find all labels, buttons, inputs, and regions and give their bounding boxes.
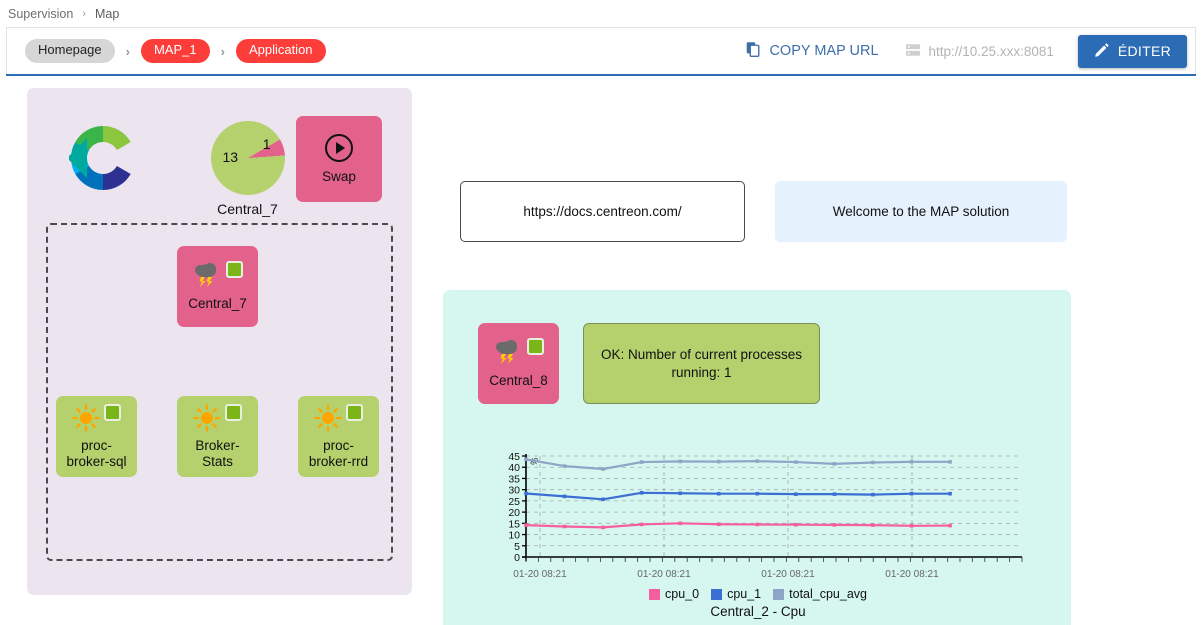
legend-item-cpu1: cpu_1 <box>711 587 761 601</box>
status-square-ok <box>226 261 243 279</box>
chevron-right-icon: › <box>125 43 130 59</box>
svg-text:45: 45 <box>508 451 520 463</box>
sun-icon <box>193 404 221 436</box>
breadcrumb-section[interactable]: Supervision <box>8 6 74 21</box>
legend-swatch <box>773 588 785 600</box>
svg-text:35: 35 <box>508 473 520 485</box>
edit-button-label: ÉDITER <box>1117 43 1171 59</box>
legend-label: cpu_1 <box>727 587 762 601</box>
centreon-logo-icon <box>66 122 140 194</box>
sun-icon <box>314 404 342 436</box>
node-icons <box>193 403 242 436</box>
copy-map-url-label: COPY MAP URL <box>769 43 879 59</box>
legend-label: cpu_0 <box>665 587 700 601</box>
node-label: proc-broker-sql <box>66 438 127 469</box>
map-canvas: 13 1 Central_7 Swap <box>0 76 1202 625</box>
pencil-icon <box>1094 42 1110 61</box>
header-underline <box>6 74 1196 76</box>
pie-ok-count: 13 <box>222 149 239 165</box>
map-header-bar: Homepage › MAP_1 › Application COPY MAP … <box>6 27 1196 74</box>
chart-legend: cpu_0 cpu_1 total_cpu_avg <box>488 587 1028 601</box>
status-square-ok <box>527 338 544 356</box>
cpu-chart-widget[interactable]: 0 5 10 15 20 25 30 35 40 45% 01-20 08:21 01-20 08:2… <box>488 450 1028 625</box>
svg-text:01-20 08:21: 01-20 08:21 <box>885 569 939 580</box>
svg-text:20: 20 <box>508 507 520 519</box>
app-breadcrumb: Supervision › Map <box>0 0 1202 27</box>
node-label: Central_8 <box>489 373 548 388</box>
storm-cloud-icon <box>192 261 222 293</box>
svg-text:30: 30 <box>508 485 520 497</box>
legend-item-cpu0: cpu_0 <box>649 587 699 601</box>
node-icons <box>192 261 243 293</box>
service-output-text: OK: Number of current processes running:… <box>600 346 803 380</box>
copy-map-url-button[interactable]: COPY MAP URL <box>745 41 879 62</box>
play-icon <box>325 133 353 162</box>
host-node-central7[interactable]: Central_7 <box>177 246 258 327</box>
status-square-ok <box>225 403 242 421</box>
svg-text:10: 10 <box>508 530 520 542</box>
node-icons <box>72 403 121 436</box>
status-square-ok <box>346 403 363 421</box>
node-label: proc-broker-rrd <box>308 438 369 469</box>
svg-text:01-20 08:21: 01-20 08:21 <box>761 569 815 580</box>
svg-text:5: 5 <box>514 541 520 553</box>
host-node-central8[interactable]: Central_8 <box>478 323 559 404</box>
breadcrumb-chip-homepage[interactable]: Homepage <box>25 39 115 63</box>
map-breadcrumb-chips: Homepage › MAP_1 › Application <box>25 39 745 63</box>
swap-action-node[interactable]: Swap <box>296 116 382 202</box>
swap-node-label: Swap <box>322 168 356 184</box>
service-output-card[interactable]: OK: Number of current processes running:… <box>583 323 820 404</box>
chevron-right-icon: › <box>220 43 225 59</box>
pie-label: Central_7 <box>217 201 278 217</box>
svg-text:01-20 08:21: 01-20 08:21 <box>513 569 567 580</box>
breadcrumb-page[interactable]: Map <box>95 6 120 21</box>
svg-text:25: 25 <box>508 496 520 508</box>
legend-swatch <box>711 588 723 600</box>
status-square-ok <box>104 403 121 421</box>
left-container-panel[interactable]: 13 1 Central_7 Swap <box>27 88 412 595</box>
breadcrumb-chip-application[interactable]: Application <box>235 39 326 63</box>
pie-critical-count: 1 <box>262 136 271 152</box>
service-node-broker-stats[interactable]: Broker-Stats <box>177 396 258 477</box>
copy-icon <box>745 41 762 62</box>
svg-text:01-20 08:21: 01-20 08:21 <box>637 569 691 580</box>
sun-icon <box>72 404 100 436</box>
breadcrumb-chip-map1[interactable]: MAP_1 <box>140 39 210 63</box>
server-icon <box>905 42 921 61</box>
storm-cloud-icon <box>493 338 523 370</box>
chart-title: Central_2 - Cpu <box>710 604 806 619</box>
welcome-card[interactable]: Welcome to the MAP solution <box>775 181 1067 242</box>
doc-url-text: https://docs.centreon.com/ <box>523 204 682 219</box>
welcome-text: Welcome to the MAP solution <box>832 204 1010 219</box>
service-node-proc-broker-rrd[interactable]: proc-broker-rrd <box>298 396 379 477</box>
header-actions: COPY MAP URL http://10.25.xxx:8081 É <box>745 34 1187 68</box>
legend-label: total_cpu_avg <box>789 587 867 601</box>
status-pie-widget[interactable]: 13 1 Central_7 <box>185 121 310 217</box>
legend-swatch <box>649 588 661 600</box>
node-label: Broker-Stats <box>195 438 240 469</box>
svg-text:15: 15 <box>508 518 520 530</box>
doc-url-card[interactable]: https://docs.centreon.com/ <box>460 181 745 242</box>
server-url-display: http://10.25.xxx:8081 <box>905 42 1054 61</box>
server-url-text: http://10.25.xxx:8081 <box>928 43 1054 59</box>
node-icons <box>493 338 544 370</box>
service-node-proc-broker-sql[interactable]: proc-broker-sql <box>56 396 137 477</box>
dashed-group-container <box>46 223 393 561</box>
node-label: Central_7 <box>188 296 247 311</box>
svg-text:0: 0 <box>514 552 520 564</box>
edit-button[interactable]: ÉDITER <box>1077 34 1187 68</box>
right-container-panel[interactable]: Central_8 OK: Number of current processe… <box>443 290 1071 625</box>
node-icons <box>314 403 363 436</box>
chevron-right-icon: › <box>82 7 86 20</box>
legend-item-total: total_cpu_avg <box>773 587 867 601</box>
status-pie-chart: 13 1 <box>210 121 285 195</box>
svg-text:40: 40 <box>508 462 520 474</box>
